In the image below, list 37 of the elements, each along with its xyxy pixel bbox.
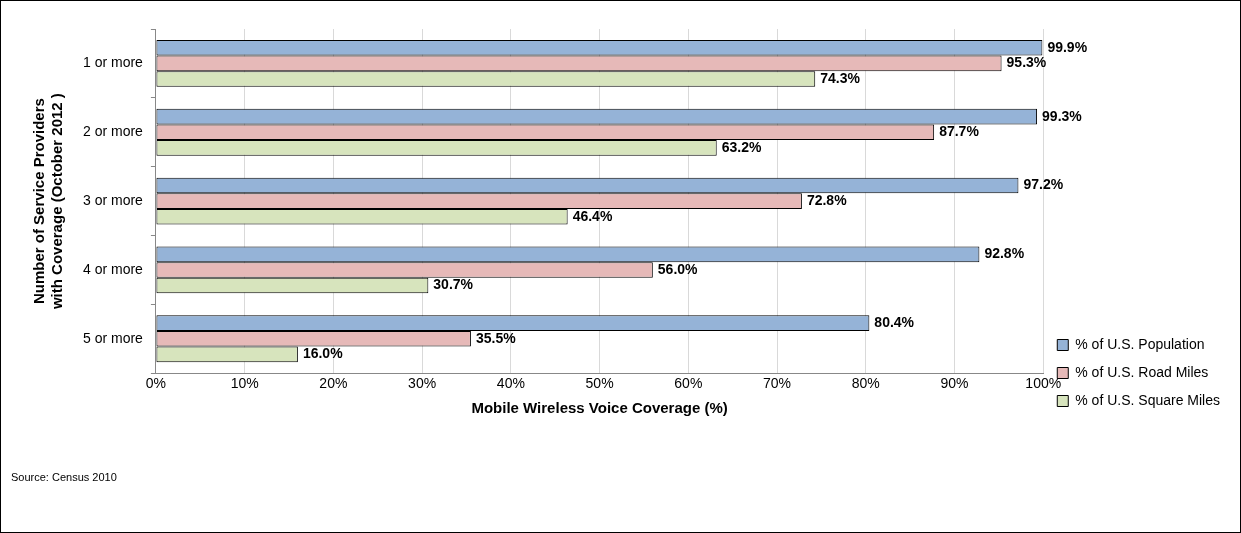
legend-label: % of U.S. Square Miles	[1075, 391, 1221, 408]
legend-label: % of U.S. Road Miles	[1075, 363, 1209, 380]
x-tick-label: 80%	[851, 375, 880, 392]
data-label: 63.2%	[721, 138, 762, 155]
x-tick-label: 90%	[940, 375, 969, 392]
data-label: 72.8%	[806, 191, 848, 208]
data-label: 99.3%	[1042, 107, 1083, 124]
data-label: 74.3%	[820, 69, 861, 86]
x-tick-label: 60%	[674, 375, 703, 392]
data-label: 35.5%	[475, 329, 517, 346]
data-label: 80.4%	[874, 314, 915, 331]
data-label: 95.3%	[1006, 54, 1047, 71]
data-label: 97.2%	[1023, 176, 1064, 193]
data-label: 30.7%	[433, 276, 474, 293]
x-tick-label: 30%	[408, 375, 437, 392]
data-label: 87.7%	[939, 123, 980, 140]
x-axis-title: Mobile Wireless Voice Coverage (%)	[471, 399, 728, 417]
data-label: 92.8%	[984, 245, 1025, 262]
x-tick-label: 0%	[145, 375, 167, 392]
x-tick-label: 10%	[230, 375, 259, 392]
x-tick-label: 40%	[496, 375, 525, 392]
x-tick-label: 20%	[319, 375, 348, 392]
x-tick-label: 70%	[763, 375, 792, 392]
y-tick-label: 3 or more	[82, 191, 144, 208]
data-label: 56.0%	[657, 260, 699, 277]
y-tick-label: 5 or more	[82, 329, 144, 346]
data-label: 46.4%	[572, 207, 613, 224]
y-tick-label: 1 or more	[82, 54, 144, 71]
x-tick-label: 50%	[585, 375, 614, 392]
source-note: Source: Census 2010	[11, 471, 117, 483]
y-tick-label: 4 or more	[82, 260, 144, 277]
x-tick-label: 100%	[1025, 375, 1062, 392]
y-axis-title: Number of Service Providers with Coverage (October 2012 )	[30, 93, 66, 311]
legend-label: % of U.S. Population	[1075, 335, 1205, 352]
data-label: 99.9%	[1047, 38, 1088, 55]
y-tick-label: 2 or more	[82, 123, 144, 140]
data-label: 16.0%	[302, 345, 344, 362]
